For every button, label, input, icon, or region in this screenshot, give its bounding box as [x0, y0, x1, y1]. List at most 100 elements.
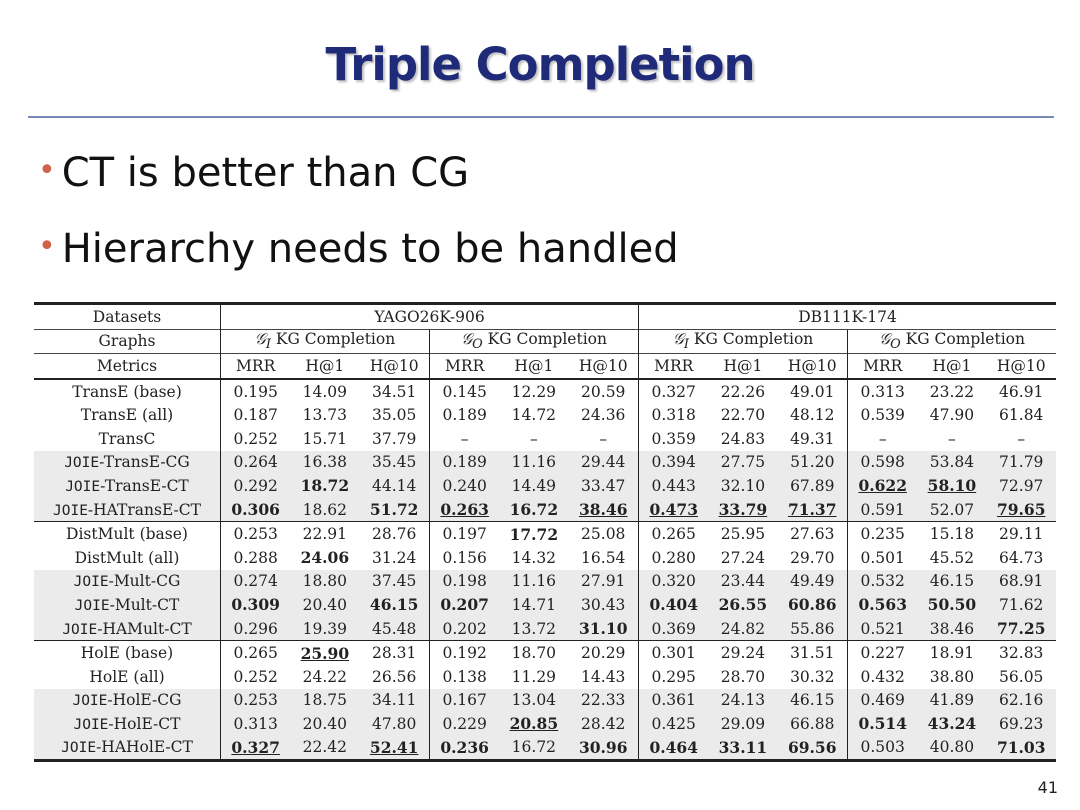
table-cell: 52.41: [359, 735, 430, 763]
table-cell: 0.521: [847, 616, 918, 641]
table-cell: 24.36: [581, 406, 626, 425]
table-cell: 77.25: [986, 616, 1056, 641]
table-cell: 25.95: [708, 521, 778, 546]
table-row: JOIE-Mult-CT 0.309 20.40 46.15 0.207 14.71 30.…: [34, 593, 1056, 617]
table-cell: 30.32: [790, 667, 835, 686]
table-cell: 24.06: [300, 548, 350, 568]
table-row: TransE (base) 0.195 14.09 34.51 0.145 12.29 20…: [34, 378, 1056, 404]
table-cell: 0.320: [638, 569, 709, 594]
model-name: JOIE-HAHolE-CT: [34, 735, 221, 763]
table-cell: 25.08: [568, 521, 639, 546]
table-cell: 0.501: [847, 545, 918, 570]
table-cell: 0.404: [638, 593, 709, 617]
table-cell: 45.48: [359, 616, 430, 641]
table-row: JOIE-Mult-CG 0.274 18.80 37.45 0.198 11.16 27.…: [34, 569, 1056, 594]
model-name: TransE (base): [34, 379, 221, 404]
table-cell: 27.24: [720, 548, 766, 567]
table-cell: 13.04: [499, 688, 569, 713]
table-cell: 22.26: [720, 382, 766, 401]
table-cell: 0.236: [428, 735, 500, 763]
table-cell: 20.85: [499, 712, 569, 736]
model-suffix: TransE (all): [80, 406, 174, 425]
table-row: TransE (all) 0.187 13.73 35.05 0.189 14.72 24.…: [34, 403, 1056, 427]
model-suffix: -HAHolE-CT: [96, 738, 193, 757]
header-row-metrics: Metrics MRR H@1 H@10 MRR H@1 H@10 MRR H@1 H@10 MR…: [34, 353, 1056, 380]
model-name: JOIE-Mult-CG: [34, 569, 221, 594]
results-table-container: Datasets YAGO26K-906 DB111K-174 Graphs 𝒢…: [34, 302, 1056, 763]
graph-header: 𝒢O KG Completion: [847, 328, 1056, 354]
table-cell: 28.31: [359, 640, 430, 665]
table-cell: 26.56: [372, 667, 417, 686]
table-row: HolE (all) 0.252 24.22 26.56 0.138 11.29 14.43…: [34, 664, 1056, 689]
table-cell: 23.44: [708, 569, 778, 594]
table-cell: 0.189: [428, 450, 500, 475]
table-cell: 16.38: [290, 450, 360, 475]
table-cell: 53.84: [917, 450, 987, 475]
table-cell: 71.03: [986, 735, 1056, 763]
table-cell: 43.24: [917, 712, 987, 736]
table-cell: 0.227: [847, 640, 918, 665]
table-row: JOIE-HAHolE-CT 0.327 22.42 52.41 0.236 16.72 3…: [34, 735, 1056, 763]
table-cell: 31.24: [372, 548, 417, 567]
table-cell: 0.253: [220, 688, 291, 713]
model-prefix: JOIE: [73, 716, 109, 733]
table-cell: 16.54: [581, 548, 626, 567]
table-cell: 0.539: [847, 403, 918, 427]
model-name: JOIE-TransE-CT: [34, 474, 221, 498]
model-prefix: JOIE: [61, 740, 97, 757]
model-prefix: JOIE: [65, 478, 101, 495]
table-cell: 69.23: [986, 712, 1056, 736]
table-cell: 18.72: [290, 474, 360, 498]
table-cell: 33.79: [708, 497, 778, 522]
table-cell: 55.86: [777, 616, 848, 641]
metric-header: H@1: [708, 353, 778, 380]
table-cell: 0.359: [638, 426, 709, 451]
table-cell: 14.71: [499, 593, 569, 617]
table-cell: 0.187: [220, 403, 291, 427]
table-cell: 0.432: [847, 664, 918, 689]
table-cell: 18.62: [290, 497, 360, 522]
table-cell: 0.192: [428, 640, 500, 665]
table-cell: 38.46: [917, 616, 987, 641]
graph-header: 𝒢I KG Completion: [220, 328, 430, 354]
slide-title: Triple Completion: [325, 38, 755, 91]
metric-header: MRR: [638, 353, 709, 380]
table-cell: 22.42: [290, 735, 360, 763]
table-cell: 32.10: [708, 474, 778, 498]
table-cell: 56.05: [999, 667, 1044, 686]
table-cell: 71.37: [777, 497, 848, 522]
header-row-graphs: Graphs 𝒢I KG Completion 𝒢O KG Completion…: [34, 328, 1056, 354]
table-cell: 51.20: [777, 450, 848, 475]
page-number: 41: [1037, 778, 1058, 797]
table-cell: 25.90: [290, 640, 360, 665]
table-cell: 40.80: [917, 735, 987, 763]
table-cell: 28.42: [568, 712, 639, 736]
table-cell: 0.473: [638, 497, 709, 522]
model-prefix: JOIE: [64, 455, 100, 472]
table-cell: 27.91: [568, 569, 639, 594]
table-cell: 48.12: [790, 406, 835, 425]
model-suffix: -TransE-CG: [99, 453, 190, 472]
model-prefix: JOIE: [72, 693, 108, 710]
model-suffix: -HATransE-CT: [87, 500, 201, 519]
table-cell: –: [1017, 429, 1026, 448]
table-cell: 11.16: [499, 450, 569, 475]
model-prefix: JOIE: [53, 502, 88, 519]
title-divider: [28, 116, 1054, 118]
table-cell: 0.198: [428, 569, 500, 594]
metric-header: H@1: [290, 353, 360, 380]
table-cell: 34.51: [372, 382, 417, 401]
table-cell: 15.71: [302, 429, 348, 448]
table-cell: 0.469: [847, 688, 918, 713]
model-prefix: JOIE: [74, 597, 110, 614]
graph-header: 𝒢O KG Completion: [428, 328, 639, 354]
table-cell: 0.295: [638, 664, 709, 689]
model-name: JOIE-HATransE-CT: [34, 497, 221, 522]
model-prefix: JOIE: [73, 574, 109, 591]
model-name: JOIE-HolE-CG: [34, 688, 221, 713]
table-cell: 44.14: [359, 474, 430, 498]
table-cell: 0.318: [638, 403, 709, 427]
table-cell: –: [529, 429, 538, 448]
table-cell: 29.70: [790, 548, 835, 567]
bullet-item: • Hierarchy needs to be handled: [38, 226, 679, 272]
